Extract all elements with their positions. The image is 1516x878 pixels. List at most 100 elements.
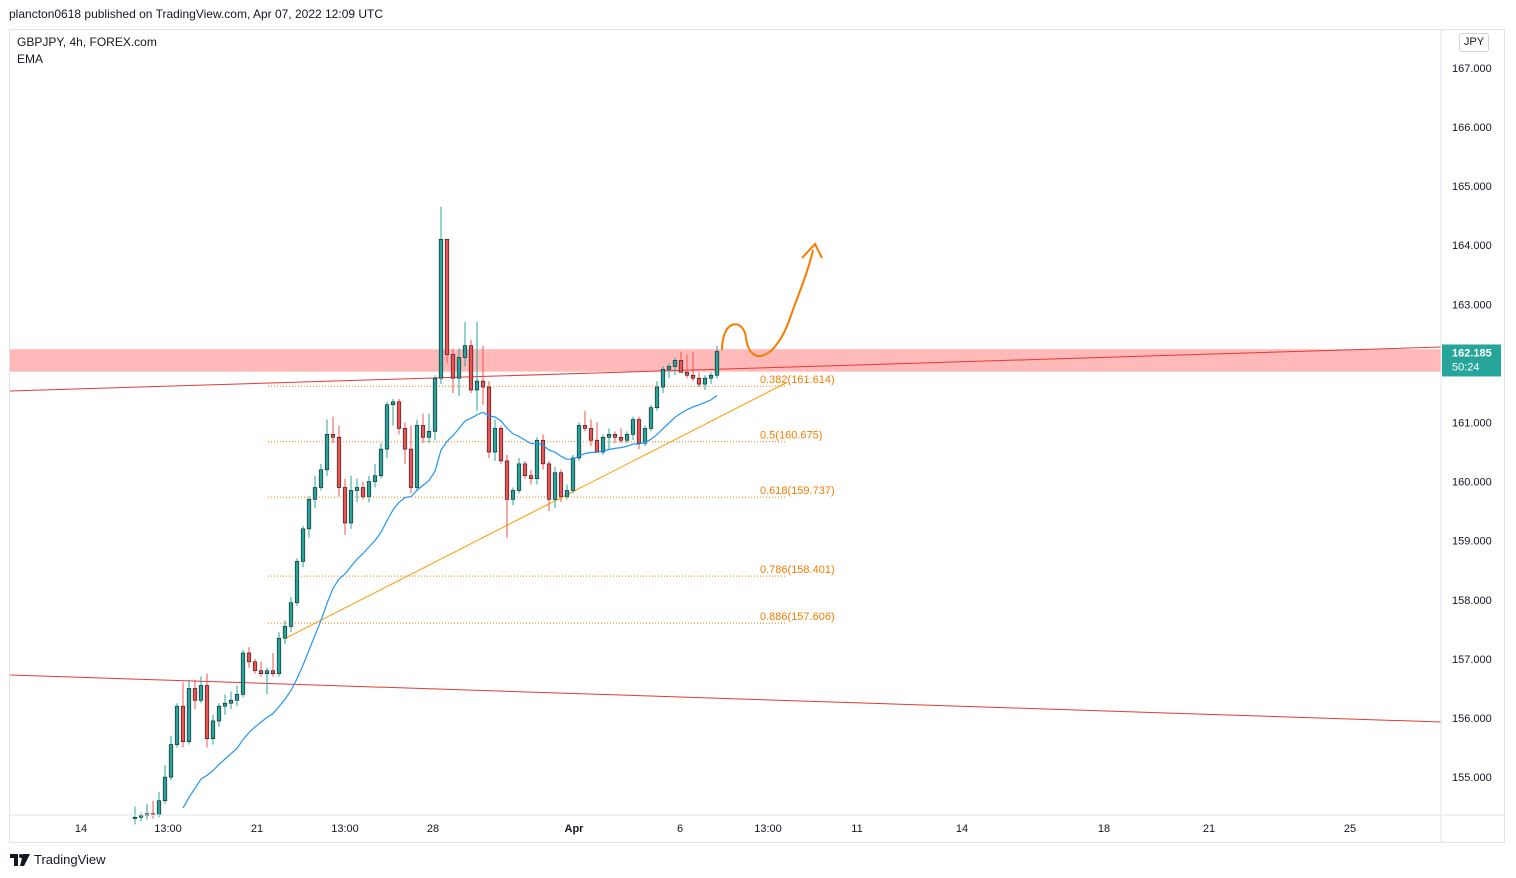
candle-body xyxy=(564,490,570,497)
candle-body xyxy=(192,688,198,701)
candle-body xyxy=(228,699,234,704)
candle xyxy=(420,413,426,444)
time-tick-label: 6 xyxy=(677,823,683,835)
candle xyxy=(408,425,414,494)
candle xyxy=(288,596,294,633)
candle-body xyxy=(438,238,444,379)
candle xyxy=(402,422,408,464)
candle-body xyxy=(480,380,486,388)
candle-body xyxy=(708,374,714,379)
fib-level-label: 0.5(160.675) xyxy=(760,430,822,442)
candle-body xyxy=(426,431,432,438)
brand-label: TradingView xyxy=(34,852,106,867)
candle-body xyxy=(180,705,186,742)
candle xyxy=(504,455,510,538)
candle xyxy=(186,679,192,745)
candle-body xyxy=(576,425,582,459)
last-price-badge: 162.185 50:24 xyxy=(1442,344,1501,377)
candle-body xyxy=(204,685,210,739)
indicator-legend[interactable]: EMA xyxy=(17,52,44,66)
candle xyxy=(492,419,498,461)
fibonacci-levels: 0.382(161.614) 0.5(160.675) 0.618(159.737)… xyxy=(268,374,835,624)
candle xyxy=(324,419,330,476)
price-tick-label: 159.000 xyxy=(1452,536,1492,548)
candle xyxy=(264,667,270,695)
tradingview-logo-icon xyxy=(10,853,30,866)
candle-countdown: 50:24 xyxy=(1452,361,1480,373)
candle xyxy=(690,351,696,382)
candle xyxy=(450,348,456,393)
candle xyxy=(312,475,318,509)
candle-body xyxy=(510,490,516,500)
candle-body xyxy=(522,463,528,476)
candle xyxy=(672,357,678,376)
candle-body xyxy=(312,487,318,500)
candle-body xyxy=(360,487,366,497)
candle-body xyxy=(138,815,144,818)
candle xyxy=(558,469,564,503)
publisher-caption: plancton0618 published on TradingView.co… xyxy=(9,7,384,21)
candle-body xyxy=(420,425,426,438)
candle xyxy=(684,354,690,379)
candle xyxy=(390,398,396,426)
candle-body xyxy=(684,371,690,376)
candle-body xyxy=(552,472,558,500)
candle-body xyxy=(654,386,660,409)
rising-trend-line xyxy=(285,382,787,639)
forecast-arrow[interactable] xyxy=(721,249,814,357)
candle-body xyxy=(546,463,552,500)
fib-level-label: 0.382(161.614) xyxy=(760,374,835,386)
candle xyxy=(234,685,240,707)
candle xyxy=(138,812,144,822)
candle-body xyxy=(450,354,456,379)
candle xyxy=(624,431,630,444)
price-tick-label: 156.000 xyxy=(1452,713,1492,725)
candle-body xyxy=(606,434,612,438)
candle xyxy=(528,469,534,485)
candle xyxy=(318,463,324,491)
candle xyxy=(156,791,162,818)
candle-body xyxy=(348,490,354,524)
candle xyxy=(474,322,480,411)
candle xyxy=(150,800,156,819)
candle-body xyxy=(186,688,192,742)
price-axis[interactable]: 155.000 156.000 157.000 158.000 159.000 160.0… xyxy=(1440,30,1492,843)
tradingview-brand[interactable]: TradingView xyxy=(10,852,106,867)
candle-body xyxy=(648,407,654,429)
candle xyxy=(534,437,540,485)
candle-body xyxy=(570,457,576,491)
candle xyxy=(192,679,198,710)
symbol-legend[interactable]: GBPJPY, 4h, FOREX.com xyxy=(17,35,157,49)
candle xyxy=(462,322,468,367)
resistance-zone[interactable] xyxy=(10,349,1441,372)
candle xyxy=(540,434,546,470)
candle-body xyxy=(300,528,306,562)
candle-body xyxy=(390,401,396,406)
candle xyxy=(564,484,570,500)
candle xyxy=(300,525,306,568)
candle-body xyxy=(468,345,474,391)
candle xyxy=(162,765,168,804)
time-tick-label: 21 xyxy=(251,823,263,835)
candle xyxy=(216,703,222,727)
candle-body xyxy=(696,377,702,385)
time-tick-label: 13:00 xyxy=(754,823,782,835)
candle-body xyxy=(600,436,606,453)
candle-body xyxy=(336,436,342,488)
candle xyxy=(648,404,654,432)
time-tick-label: 11 xyxy=(851,823,862,835)
candle xyxy=(606,428,612,450)
candle-body xyxy=(288,602,294,627)
candle xyxy=(342,478,348,535)
candle-body xyxy=(462,345,468,358)
candle xyxy=(132,806,138,825)
candle xyxy=(516,457,522,494)
candle-body xyxy=(234,694,240,701)
forecast-arrow-head xyxy=(801,242,823,259)
time-axis[interactable]: 14 13:00 21 13:00 28 Apr 6 13:00 11 14 18 21 25 xyxy=(10,814,1505,835)
candle xyxy=(570,455,576,494)
currency-button[interactable]: JPY xyxy=(1459,33,1489,52)
candle xyxy=(522,460,528,479)
candle xyxy=(240,650,246,698)
